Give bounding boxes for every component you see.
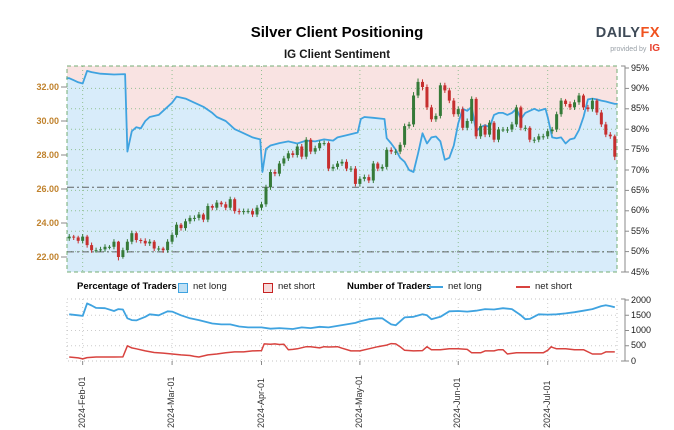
legend: Percentage of Traders net long net short… bbox=[0, 281, 674, 295]
pct-tick-label: 55% bbox=[631, 225, 650, 236]
legend-count-title: Number of Traders bbox=[347, 281, 432, 292]
pct-tick-label: 45% bbox=[631, 266, 650, 277]
date-tick-label: 2024-May-01 bbox=[353, 374, 364, 428]
pct-tick-label: 90% bbox=[631, 82, 650, 93]
net-long-checkbox[interactable] bbox=[178, 283, 188, 293]
pct-tick-label: 60% bbox=[631, 205, 650, 216]
date-tick-label: 2024-Feb-01 bbox=[76, 376, 87, 428]
price-tick-label: 30.00 bbox=[36, 115, 59, 126]
pct-tick-label: 70% bbox=[631, 164, 650, 175]
dailyfx-logo: DAILYFX provided by IG bbox=[596, 26, 660, 54]
legend-pct-title: Percentage of Traders bbox=[77, 281, 177, 292]
count-tick-label: 1500 bbox=[631, 309, 652, 320]
logo-fx-text: FX bbox=[640, 25, 660, 41]
date-tick-label: 2024-Apr-01 bbox=[255, 377, 266, 428]
pct-tick-label: 50% bbox=[631, 246, 650, 257]
count-tick-label: 0 bbox=[631, 355, 637, 366]
date-tick-label: 2024-Mar-01 bbox=[166, 376, 177, 428]
pct-tick-label: 75% bbox=[631, 144, 650, 155]
price-tick-label: 24.00 bbox=[36, 217, 59, 228]
date-tick-label: 2024-Jun-01 bbox=[452, 377, 463, 428]
count-tick-label: 500 bbox=[631, 340, 647, 351]
logo-daily-text: DAILY bbox=[595, 25, 641, 41]
net-long-line-swatch bbox=[429, 286, 443, 288]
count-tick-label: 2000 bbox=[631, 294, 652, 305]
logo-ig: IG bbox=[649, 42, 660, 54]
count-tick-label: 1000 bbox=[631, 325, 652, 335]
price-tick-label: 32.00 bbox=[36, 81, 59, 92]
net-short-checkbox[interactable] bbox=[263, 283, 273, 293]
price-tick-label: 22.00 bbox=[36, 251, 59, 262]
legend-pct-long-label: net long bbox=[193, 281, 227, 292]
price-tick-label: 28.00 bbox=[36, 149, 59, 160]
logo-provided-by: provided by bbox=[610, 45, 647, 53]
chart-title: Silver Client Positioning bbox=[250, 24, 424, 41]
pct-tick-label: 85% bbox=[631, 103, 650, 114]
pct-tick-label: 65% bbox=[631, 184, 650, 195]
price-tick-label: 26.00 bbox=[36, 183, 59, 194]
pct-tick-label: 95% bbox=[631, 62, 650, 73]
chart-subtitle: IG Client Sentiment bbox=[283, 49, 391, 61]
pct-tick-label: 80% bbox=[631, 123, 650, 134]
legend-count-long-label: net long bbox=[448, 281, 482, 292]
legend-pct-short-label: net short bbox=[278, 281, 315, 292]
legend-count-short-label: net short bbox=[535, 281, 572, 292]
net-short-line-swatch bbox=[516, 286, 530, 288]
date-tick-label: 2024-Jul-01 bbox=[541, 380, 552, 428]
